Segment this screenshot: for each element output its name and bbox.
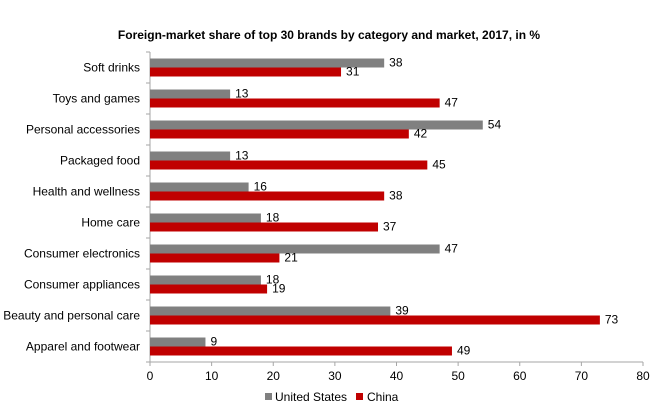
chart-title: Foreign-market share of top 30 brands by… [118,28,540,42]
legend: United States China [265,390,399,404]
bar-china [150,98,440,108]
data-label-china: 38 [389,189,403,203]
category-label: Apparel and footwear [26,340,140,354]
bar-china [150,222,379,232]
category-label: Consumer appliances [24,278,140,292]
data-label-china: 45 [432,158,446,172]
data-label-united-states: 18 [266,273,280,287]
bar-united-states [150,58,385,68]
bar-china [150,129,409,139]
bar-china [150,315,600,325]
x-tick-label: 70 [575,369,589,383]
data-label-united-states: 9 [210,335,217,349]
data-label-united-states: 18 [266,211,280,225]
bar-china [150,160,428,170]
category-label: Home care [81,216,140,230]
data-label-united-states: 13 [235,87,249,101]
data-label-china: 37 [383,220,397,234]
x-tick-label: 30 [328,369,342,383]
bar-united-states [150,275,261,285]
data-label-united-states: 16 [254,180,268,194]
bar-united-states [150,213,261,223]
x-tick-label: 0 [147,369,154,383]
bar-united-states [150,151,231,161]
category-label: Consumer electronics [24,247,140,261]
bar-china [150,67,342,77]
data-label-united-states: 39 [395,304,409,318]
bar-united-states [150,182,249,192]
bar-united-states [150,244,440,254]
bar-united-states [150,306,391,316]
x-tick-label: 20 [267,369,281,383]
bar-china [150,346,452,356]
category-label: Toys and games [53,92,140,106]
bar-china [150,253,280,263]
category-label: Soft drinks [83,61,140,75]
x-tick-label: 80 [636,369,650,383]
bar-united-states [150,337,206,347]
data-label-united-states: 38 [389,56,403,70]
data-label-united-states: 54 [488,118,502,132]
data-label-china: 31 [346,65,360,79]
data-label-united-states: 13 [235,149,249,163]
category-label: Health and wellness [33,185,140,199]
x-tick-label: 50 [451,369,465,383]
category-label: Beauty and personal care [3,309,140,323]
x-tick-label: 10 [205,369,219,383]
legend-label-united-states: United States [275,390,347,404]
category-label: Personal accessories [26,123,140,137]
legend-swatch-china [356,393,363,400]
bar-united-states [150,120,483,130]
bar-united-states [150,89,231,99]
x-tick-label: 40 [390,369,404,383]
data-label-china: 47 [445,96,459,110]
bar-china [150,284,268,294]
category-label: Packaged food [60,154,140,168]
data-label-china: 49 [457,344,471,358]
legend-swatch-united-states [265,393,272,400]
legend-label-china: China [367,390,399,404]
data-label-china: 21 [284,251,298,265]
data-label-china: 73 [605,313,619,327]
data-label-china: 42 [414,127,428,141]
data-label-united-states: 47 [445,242,459,256]
bar-china [150,191,385,201]
plot-area: 0 10 20 30 40 50 60 70 80 Soft drinks 38 31 Toys and… [3,51,650,383]
x-tick-label: 60 [513,369,527,383]
data-label-china: 19 [272,282,286,296]
